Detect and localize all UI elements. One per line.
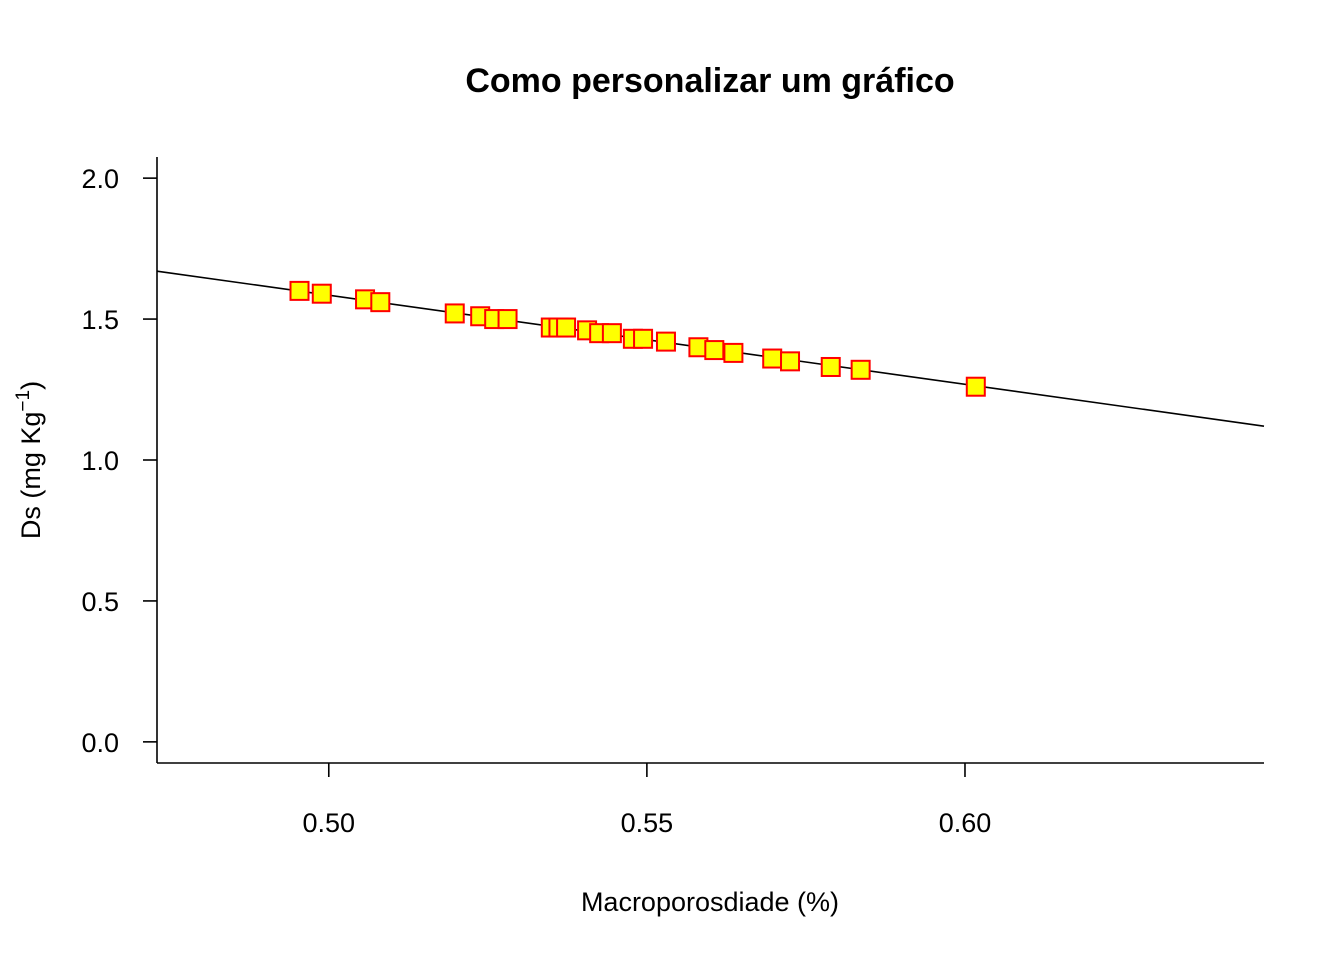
y-axis-label-close: ) [16, 381, 46, 390]
y-axis-label-superscript: −1 [13, 390, 34, 412]
y-tick-label: 0.5 [81, 587, 119, 617]
data-point [723, 342, 744, 363]
data-point [655, 331, 676, 352]
axes [156, 157, 1264, 764]
data-point [704, 340, 725, 361]
y-tick-label: 1.0 [81, 446, 119, 476]
x-tick-label: 0.60 [939, 808, 992, 838]
data-point [556, 317, 577, 338]
data-point [850, 359, 871, 380]
y-ticks: 0.0 0.5 1.0 1.5 2.0 [81, 164, 157, 758]
data-point [289, 280, 310, 301]
data-point [780, 351, 801, 372]
y-axis-label: Ds (mg Kg−1) [13, 381, 46, 539]
data-point [497, 309, 518, 330]
y-tick-label: 2.0 [81, 164, 119, 194]
data-point [633, 328, 654, 349]
data-point [311, 283, 332, 304]
y-tick-label: 1.5 [81, 305, 119, 335]
y-tick-label: 0.0 [81, 728, 119, 758]
x-axis-label: Macroporosdiade (%) [581, 887, 839, 917]
data-point [444, 303, 465, 324]
x-tick-label: 0.50 [302, 808, 355, 838]
data-point [965, 376, 986, 397]
data-points [289, 280, 986, 397]
data-point [820, 356, 841, 377]
x-ticks: 0.50 0.55 0.60 [302, 763, 991, 838]
x-tick-label: 0.55 [621, 808, 674, 838]
chart-title: Como personalizar um gráfico [465, 62, 954, 100]
data-point [370, 292, 391, 313]
y-axis-label-main: Ds (mg Kg [16, 412, 46, 540]
data-point [762, 348, 783, 369]
data-point [601, 323, 622, 344]
